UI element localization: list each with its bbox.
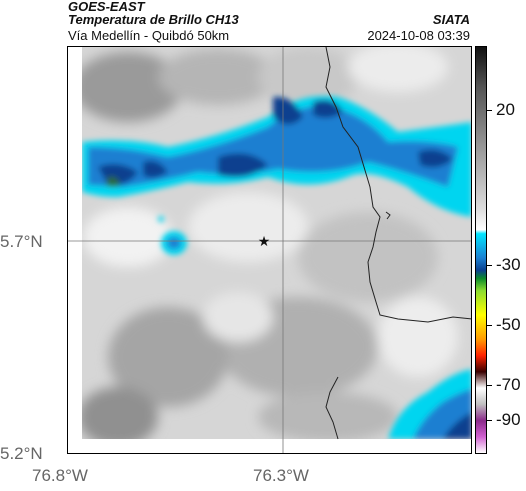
lat-label-5.7: 5.7°N: [0, 232, 43, 251]
cold-cloud-band: [82, 96, 471, 217]
border-line: [325, 47, 471, 323]
map-margin-bottom: [68, 439, 471, 453]
lon-label-76.8: 76.8°W: [32, 466, 88, 485]
colorbar-tick-minus90: [487, 420, 492, 421]
coast-island: [385, 211, 391, 220]
colorbar-tick-minus50: [487, 325, 492, 326]
colorbar-label-minus90: -90: [496, 410, 521, 429]
satellite-map[interactable]: ★: [67, 46, 472, 454]
colorbar-label-minus30: -30: [496, 255, 521, 274]
warm-texture: [73, 47, 458, 447]
colorbar-tick-minus70: [487, 385, 492, 386]
route-subtitle: Vía Medellín - Quibdó 50km: [68, 28, 230, 43]
colorbar-tick-minus30: [487, 265, 492, 266]
colorbar-tick-20: [487, 110, 492, 111]
satellite-title: GOES-EAST: [68, 0, 145, 14]
datetime-label: 2024-10-08 03:39: [367, 28, 470, 43]
lat-label-5.2: 5.2°N: [0, 444, 43, 463]
lon-label-76.3: 76.3°W: [253, 466, 309, 485]
colorbar-label-minus50: -50: [496, 315, 521, 334]
agency-label: SIATA: [432, 12, 470, 27]
coastline-south: [325, 376, 339, 440]
map-canvas: ★: [68, 47, 471, 453]
isolated-cloud-cell: [158, 216, 187, 255]
map-margin-left: [68, 47, 82, 453]
colorbar: [475, 46, 487, 454]
colorbar-label-minus70: -70: [496, 375, 521, 394]
star-icon: ★: [258, 234, 271, 250]
southeast-cloud: [388, 369, 471, 439]
product-title: Temperatura de Brillo CH13: [68, 12, 239, 27]
colorbar-label-20: 20: [496, 100, 515, 119]
